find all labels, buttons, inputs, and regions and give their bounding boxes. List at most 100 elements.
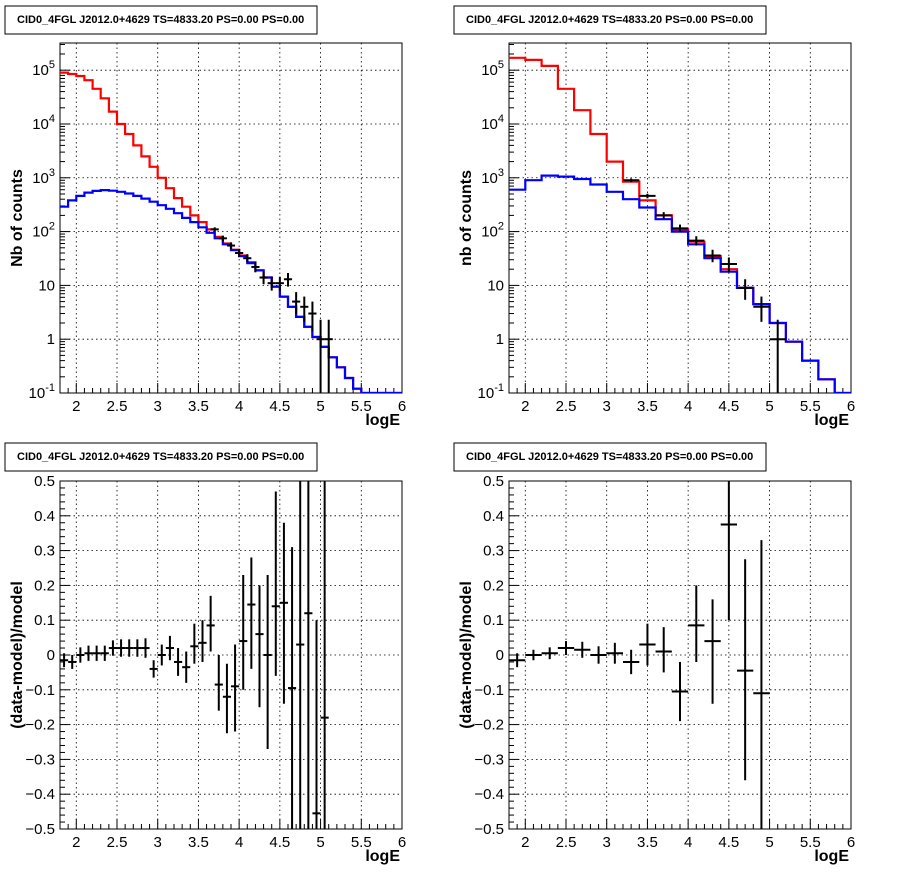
axis-title-x: logE: [814, 848, 849, 865]
tick-label-y: 104: [32, 113, 55, 133]
data-point: [753, 296, 770, 322]
tick-label-y: 10-1: [29, 382, 55, 402]
data-point: [235, 249, 244, 257]
tick-label-y: 102: [32, 221, 55, 241]
data-point: [283, 272, 293, 287]
tick-label-x: 2.5: [556, 834, 577, 851]
data-point: [720, 257, 737, 273]
axis-title-x: logE: [365, 848, 400, 865]
data-point: [639, 193, 656, 199]
tick-label-y: −0.1: [474, 682, 504, 699]
data-point: [149, 660, 158, 678]
data-point: [296, 481, 305, 829]
tick-label-x: 5: [316, 834, 324, 851]
data-point: [606, 642, 623, 664]
data-point: [312, 620, 321, 829]
axis-title-x: logE: [814, 412, 849, 429]
data-point: [125, 639, 134, 657]
data-point: [720, 481, 737, 621]
data-point: [133, 639, 142, 657]
tick-label-x: 4.5: [269, 398, 290, 415]
data-point: [655, 627, 672, 673]
data-point: [251, 262, 260, 273]
tick-label-x: 5.5: [351, 398, 372, 415]
tick-label-x: 2: [521, 398, 529, 415]
tick-label-x: 5: [765, 398, 773, 415]
data-point: [84, 645, 93, 661]
axis-title-y: (data-model)/model: [9, 581, 26, 729]
data-point: [214, 655, 223, 711]
chart-title: CID0_4FGL J2012.0+4629 TS=4833.20 PS=0.0…: [17, 14, 304, 26]
plot-frame: [508, 480, 852, 830]
data-point: [324, 319, 333, 393]
plot-frame: [59, 480, 403, 830]
data-point: [231, 644, 240, 732]
data-point: [165, 635, 174, 661]
chart-title-box: [4, 442, 318, 472]
data-point: [259, 271, 268, 285]
tick-label-x: 3: [154, 398, 162, 415]
tick-label-y: 0.5: [483, 473, 504, 490]
tick-label-y: 0.1: [34, 612, 55, 629]
tick-label-y: −0.3: [474, 751, 504, 768]
data-point: [157, 644, 166, 666]
data-point: [671, 224, 689, 233]
data-point: [590, 646, 607, 664]
series-line-source-model: [509, 174, 851, 393]
data-point: [509, 653, 526, 668]
tick-label-y: 0.2: [34, 577, 55, 594]
data-point: [769, 319, 786, 393]
data-point: [271, 491, 280, 676]
data-point: [304, 481, 313, 829]
plot-frame: [508, 42, 852, 394]
tick-label-x: 5.5: [800, 834, 821, 851]
axis-title-x: logE: [365, 412, 400, 429]
tick-label-y: 1: [496, 331, 504, 348]
data-point: [182, 651, 191, 683]
tick-label-x: 6: [398, 398, 406, 415]
tick-label-x: 6: [398, 834, 406, 851]
tick-label-y: −0.5: [25, 821, 55, 838]
tick-label-x: 2: [72, 398, 80, 415]
data-point: [688, 585, 705, 662]
tick-label-y: 103: [32, 167, 55, 187]
data-point: [525, 649, 542, 661]
data-point: [68, 655, 77, 669]
chart-title: CID0_4FGL J2012.0+4629 TS=4833.20 PS=0.0…: [466, 451, 753, 463]
data-point: [557, 641, 575, 655]
tick-label-x: 2.5: [107, 834, 128, 851]
tick-label-y: −0.3: [25, 751, 55, 768]
axis-title-y: (data-model)/model: [458, 581, 475, 729]
tick-label-x: 4.5: [718, 398, 739, 415]
tick-label-y: −0.5: [474, 821, 504, 838]
tick-label-x: 6: [847, 834, 855, 851]
tick-label-x: 4: [684, 834, 692, 851]
tick-label-y: 104: [481, 113, 504, 133]
tick-label-x: 3: [603, 834, 611, 851]
tick-label-x: 3: [603, 398, 611, 415]
tick-label-x: 3.5: [188, 834, 209, 851]
plot-area: [509, 481, 770, 829]
data-point: [671, 661, 689, 722]
tick-label-y: 10-1: [478, 382, 504, 402]
tick-label-y: −0.2: [474, 717, 504, 734]
data-point: [292, 292, 301, 315]
data-point: [222, 663, 231, 734]
tick-label-y: 0.4: [34, 508, 55, 525]
tick-label-y: 10: [38, 277, 55, 294]
tick-label-x: 5.5: [800, 398, 821, 415]
data-point: [198, 620, 207, 662]
data-point: [100, 645, 109, 661]
tick-label-y: 0.3: [34, 543, 55, 560]
data-point: [753, 540, 770, 829]
data-point: [288, 547, 297, 829]
data-point: [737, 559, 754, 781]
data-point: [92, 645, 101, 661]
data-point: [210, 227, 219, 232]
data-point: [300, 296, 309, 322]
data-point: [267, 276, 276, 291]
tick-label-y: −0.4: [25, 786, 55, 803]
data-point: [226, 242, 236, 249]
data-point: [60, 653, 69, 668]
